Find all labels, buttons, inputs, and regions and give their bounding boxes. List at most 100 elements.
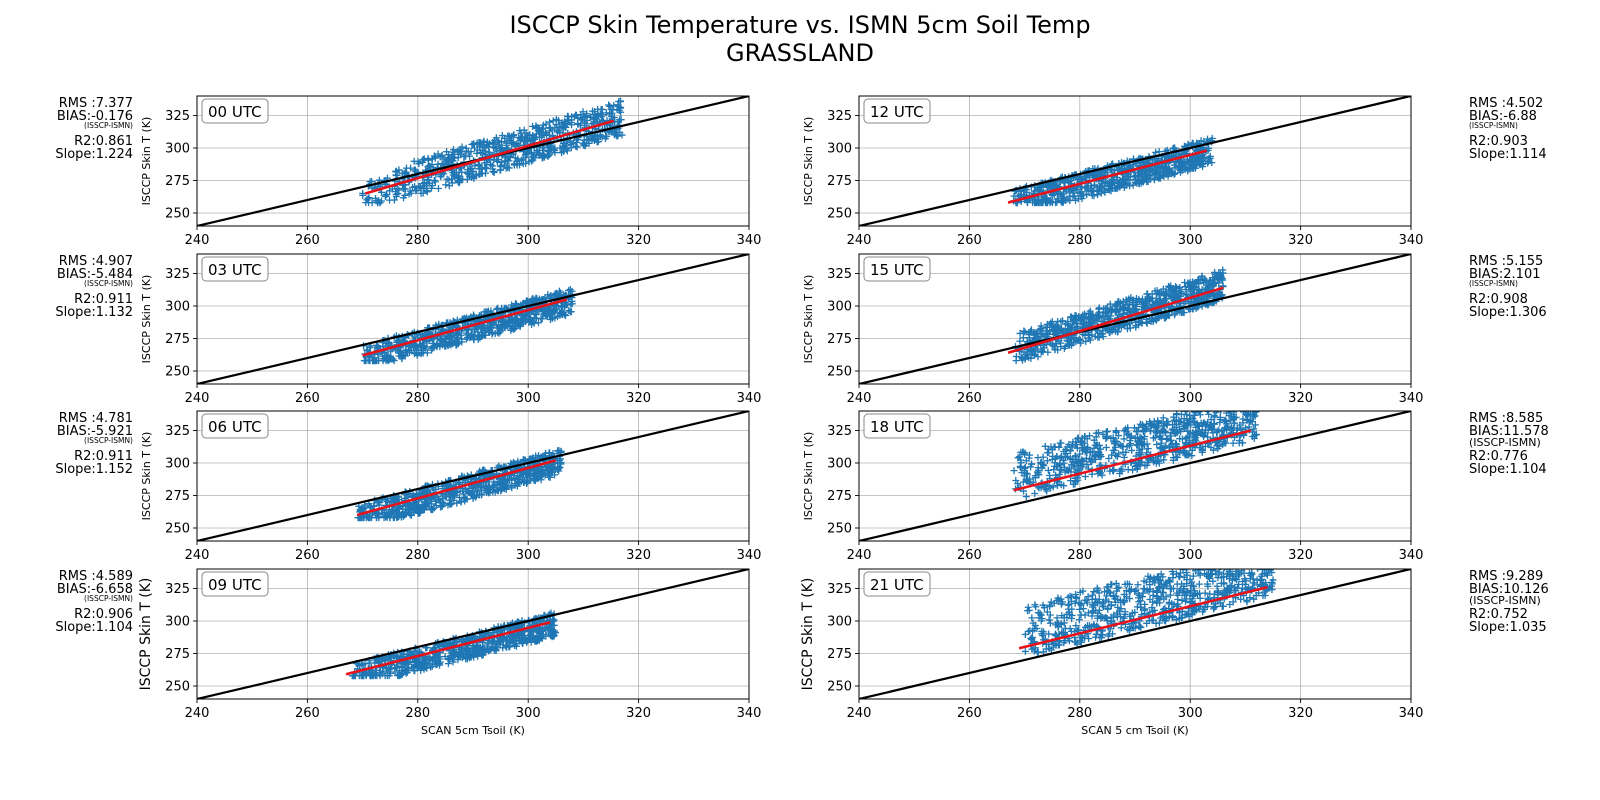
scatter-point (558, 302, 566, 310)
scatter-point (1019, 356, 1027, 364)
scatter-point (436, 153, 444, 161)
scatter-point (1081, 439, 1089, 447)
y-tick-label: 250 (165, 207, 190, 222)
scatter-point (1096, 451, 1104, 459)
scatter-point (390, 495, 398, 503)
scatter-point (444, 342, 452, 350)
scatter-point (1250, 425, 1258, 433)
scatter-point (610, 113, 618, 121)
scatter-point (515, 475, 523, 483)
scatter-point (1054, 317, 1062, 325)
scatter-point (487, 161, 495, 169)
rms-value: RMS :4.502 (1469, 96, 1543, 111)
scatter-point (480, 484, 488, 492)
scatter-point (401, 168, 409, 176)
scatter-point (521, 312, 529, 320)
scatter-point (438, 502, 446, 510)
scatter-point (479, 147, 487, 155)
x-tick-label: 340 (1399, 233, 1424, 248)
scatter-points (1010, 134, 1216, 207)
scatter-point (1165, 443, 1173, 451)
scatter-point (1106, 328, 1114, 336)
plot-frame (196, 253, 750, 385)
scatter-point (1065, 465, 1073, 473)
scatter-point (464, 168, 472, 176)
scatter-point (490, 168, 498, 176)
scatter-point (1227, 411, 1234, 414)
scatter-point (429, 344, 437, 352)
scatter-point (399, 194, 407, 202)
x-tick-label: 260 (295, 233, 320, 248)
scatter-point (1234, 400, 1241, 407)
scatter-point (1051, 346, 1059, 354)
x-tick-label: 300 (1178, 391, 1203, 406)
panel-label: 12 UTC (863, 98, 931, 124)
scatter-point (500, 161, 508, 169)
scatter-point (1109, 324, 1117, 332)
scatter-point (1129, 466, 1137, 474)
scatter-point (1067, 461, 1075, 469)
scatter-point (451, 338, 459, 346)
scatter-point (1129, 181, 1137, 189)
panel-label: 00 UTC (201, 98, 269, 124)
scatter-point (1190, 286, 1198, 294)
scatter-point (506, 153, 514, 161)
scatter-point (453, 489, 461, 497)
scatter-point (509, 140, 517, 148)
scatter-point (544, 307, 552, 315)
scatter-point (1022, 493, 1030, 501)
scatter-point (1019, 334, 1027, 342)
scatter-point (539, 310, 547, 318)
scatter-point (1099, 333, 1107, 341)
scatter-point (537, 315, 545, 323)
scatter-point (1169, 421, 1177, 429)
scatter-point (1120, 427, 1128, 435)
scatter-point (1049, 199, 1057, 207)
scatter-point (1106, 182, 1114, 190)
stats-annotation: RMS :4.502BIAS:-6.88(ISSCP-ISMN)R2:0.903… (1469, 96, 1547, 162)
stats-annotation: RMS :4.781BIAS:-5.921(ISSCP-ISMN)R2:0.91… (55, 411, 133, 477)
scatter-point (1223, 404, 1230, 411)
scatter-point (527, 476, 535, 484)
scatter-point (1172, 417, 1180, 425)
r2-value: R2:0.908 (1469, 292, 1528, 307)
scatter-point (1047, 319, 1055, 327)
scatter-points (1010, 391, 1260, 501)
scatter-point (1052, 340, 1060, 348)
scatter-point (444, 154, 452, 162)
scatter-point (507, 459, 515, 467)
scatter-point (1062, 197, 1070, 205)
scatter-point (1249, 391, 1256, 398)
scatter-point (407, 164, 415, 172)
scatter-point (477, 483, 485, 491)
x-tick-label: 320 (1288, 548, 1313, 563)
scatter-point (470, 492, 478, 500)
scatter-point (1016, 464, 1024, 472)
scatter-point (577, 111, 585, 119)
scatter-point (1015, 453, 1023, 461)
scatter-point (359, 189, 367, 197)
scatter-point (1062, 449, 1070, 457)
scatter-point (1131, 434, 1139, 442)
scatter-point (530, 319, 538, 327)
scatter-point (473, 486, 481, 494)
scatter-point (1030, 331, 1038, 339)
y-tick-label: 300 (827, 142, 852, 157)
scatter-point (406, 342, 414, 350)
bias-value: BIAS:-5.484 (57, 267, 133, 282)
scatter-point (449, 157, 457, 165)
scatter-point (1075, 176, 1083, 184)
regression-line (362, 298, 568, 357)
scatter-point (1082, 446, 1090, 454)
rms-value: RMS :5.155 (1469, 254, 1543, 269)
scatter-point (1136, 461, 1144, 469)
scatter-point (497, 166, 505, 174)
bias-value: BIAS:-5.921 (57, 424, 133, 439)
scatter-point (1226, 399, 1233, 406)
y-tick-label: 250 (827, 522, 852, 537)
panel-label-text: 18 UTC (870, 418, 924, 436)
scatter-point (1187, 415, 1195, 423)
scatter-point (531, 154, 539, 162)
scatter-point (475, 170, 483, 178)
scatter-point (458, 168, 466, 176)
